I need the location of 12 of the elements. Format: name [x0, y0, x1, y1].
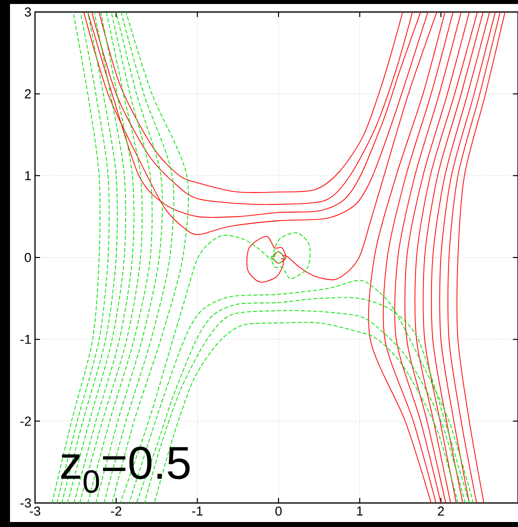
y-tick-label: -3: [20, 498, 31, 508]
y-tick-label: 3: [24, 7, 31, 17]
x-tick-label: 2: [438, 506, 444, 516]
x-tick-label: -2: [110, 506, 122, 516]
y-tick-label: 0: [24, 252, 31, 262]
y-tick-label: 1: [25, 171, 31, 180]
y-tick-label: -1: [20, 334, 31, 344]
x-tick-label: 1: [357, 506, 363, 516]
x-tick-label: 0: [275, 506, 282, 516]
y-tick-label: -2: [20, 416, 31, 426]
y-tick-label: 2: [24, 89, 31, 98]
x-tick-label: -1: [192, 506, 203, 516]
